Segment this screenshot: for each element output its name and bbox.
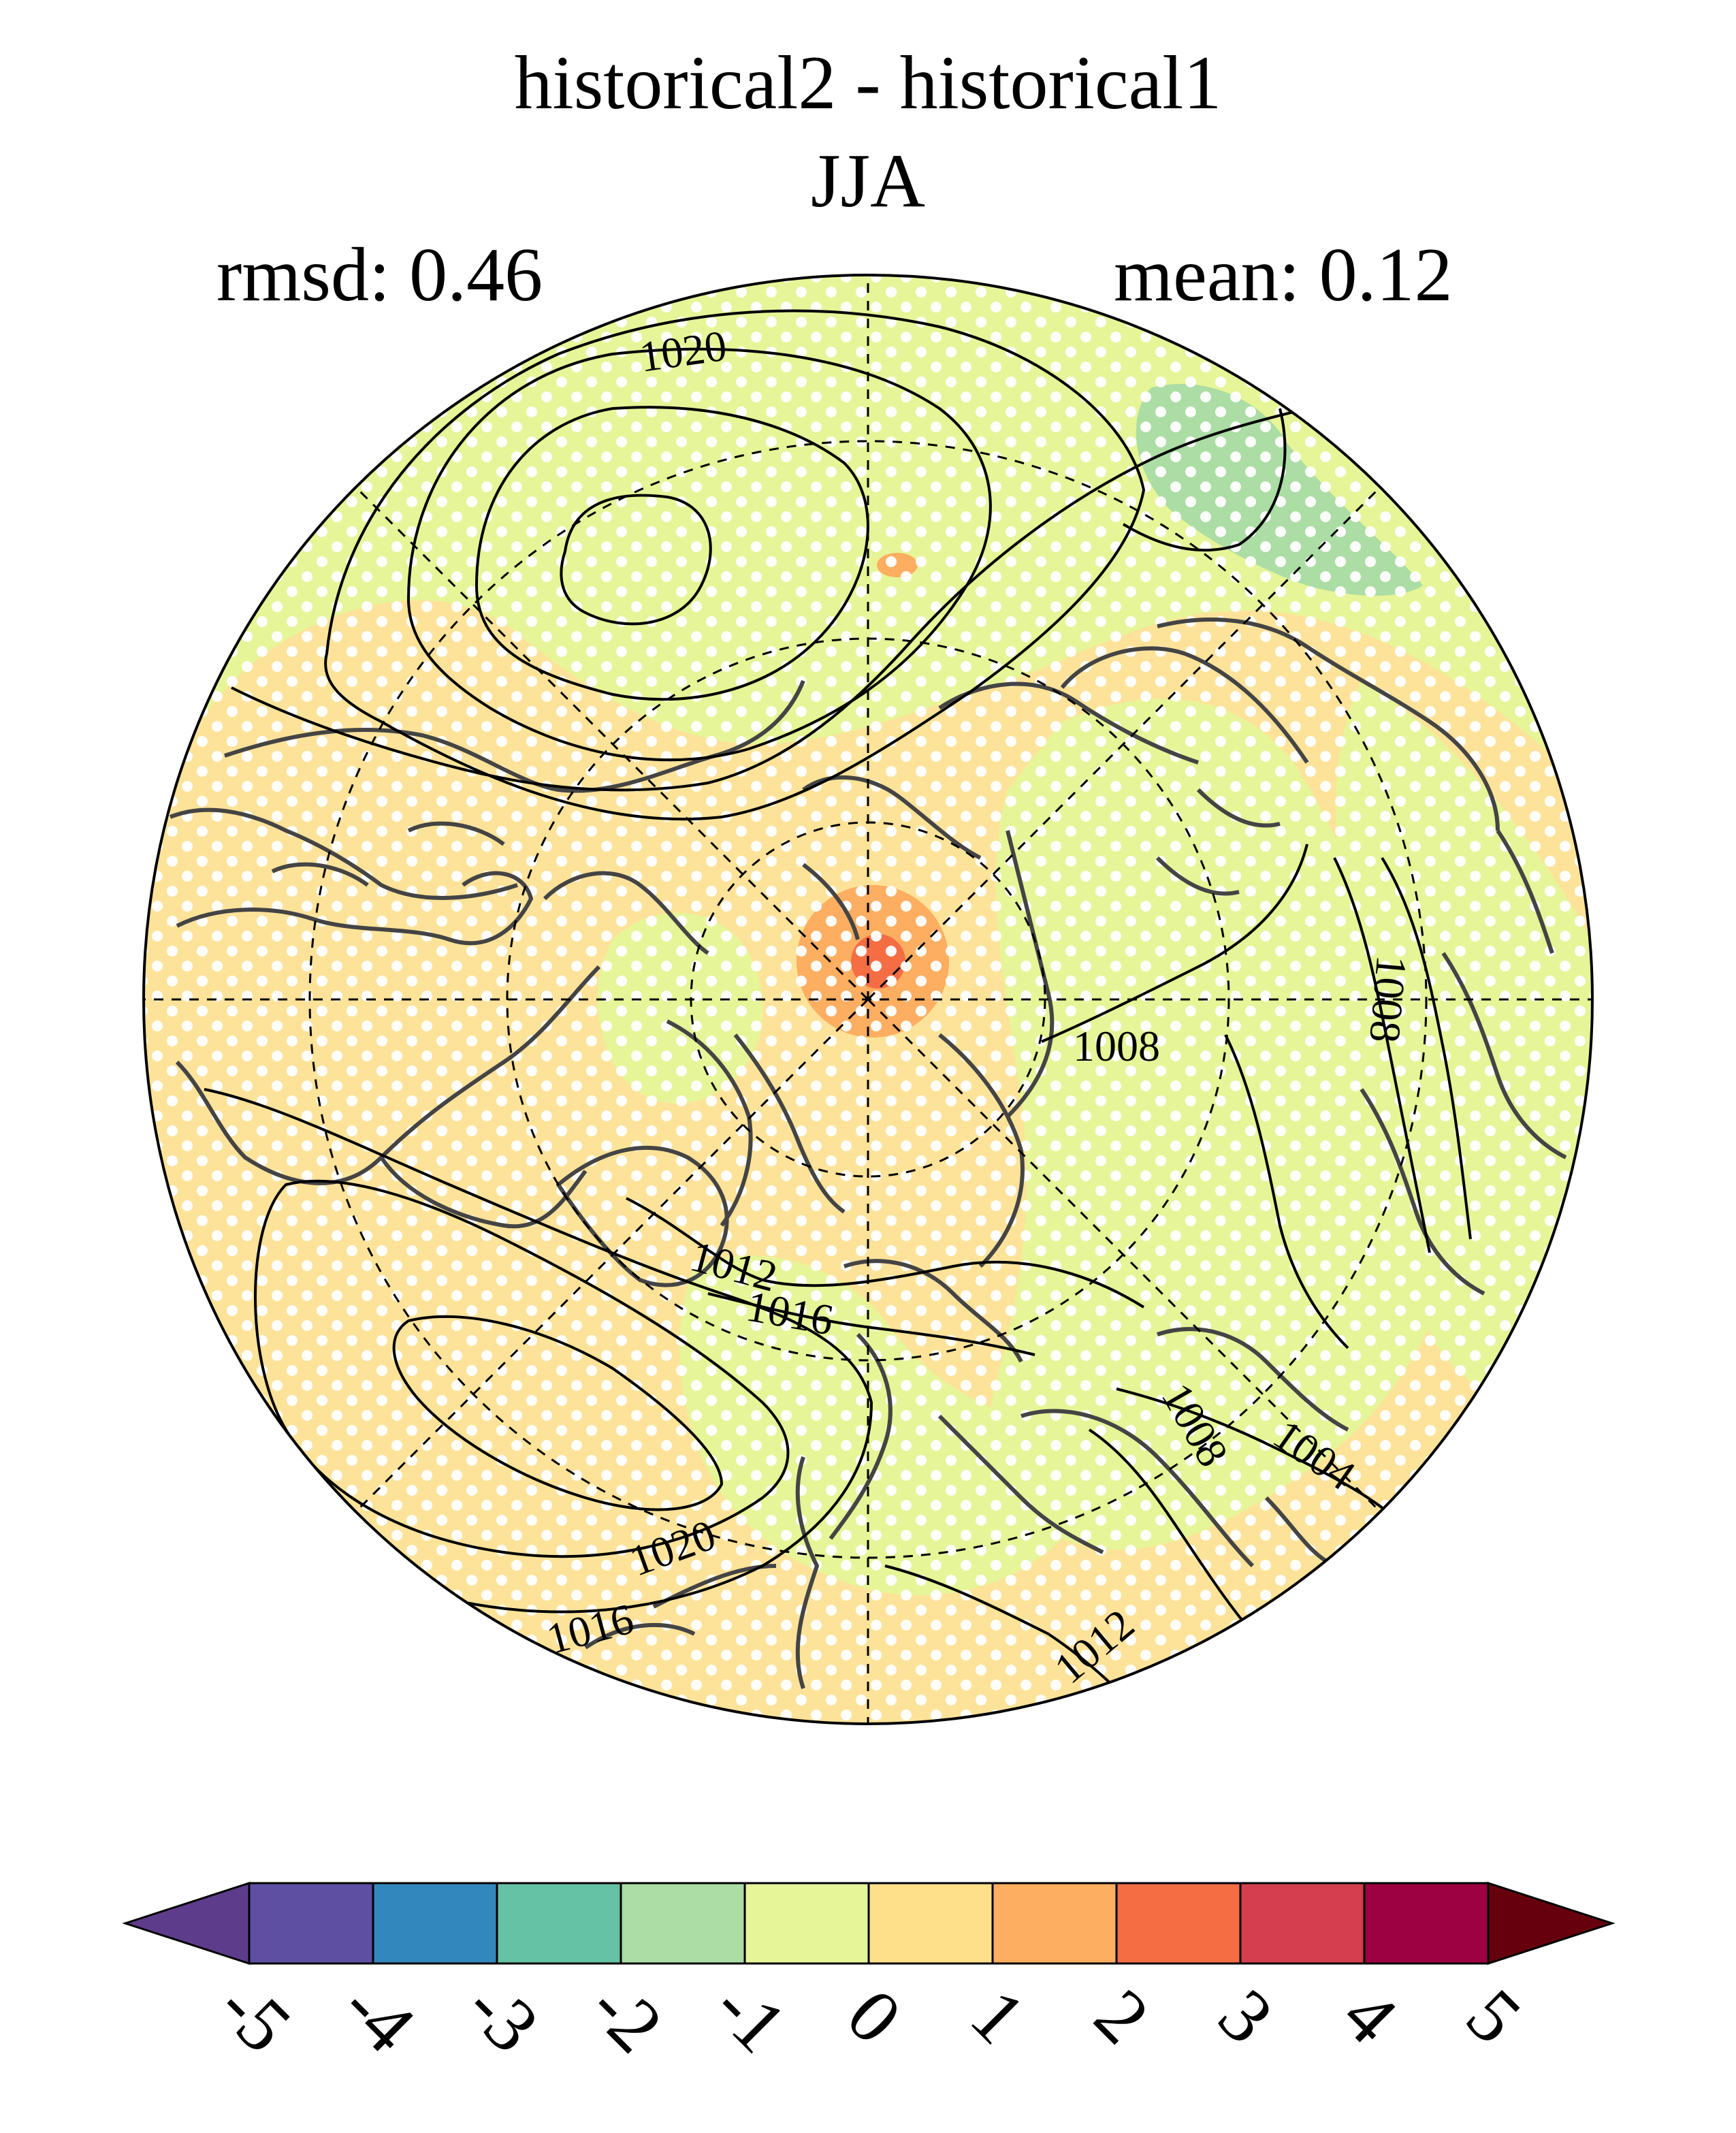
contour-label-1008-far-east: 1008: [1360, 954, 1416, 1045]
colorbar-segment: [372, 1882, 498, 1965]
colorbar-tick-label: -5: [202, 1964, 307, 2069]
isobar-1004-south: [1116, 1388, 1404, 1526]
rmsd-label: rmsd: 0.46: [216, 233, 543, 317]
colorbar-low-arrow: [122, 1881, 251, 1966]
isobar-east-1: [1122, 408, 1287, 552]
contour-label-1020-top: 1020: [637, 321, 730, 381]
colorbar-high-arrow: [1487, 1881, 1616, 1966]
isobar-1016-south: [204, 1088, 873, 1614]
colorbar-segment: [496, 1882, 622, 1965]
isobar-1020-top: [406, 347, 992, 762]
polar-map: 1020 1008 1008 1012 1016 1008 1004 1020 …: [144, 275, 1592, 1724]
isobar-1020-south-inner: [392, 1315, 724, 1511]
plot-title: historical2 - historical1: [514, 41, 1222, 125]
colorbar-tick-label: -1: [698, 1964, 803, 2069]
graticule: [144, 275, 1592, 1724]
colorbar: -5 -4 -3 -2 -1 0 1 2 3 4 5: [122, 1881, 1616, 2069]
isobar-1024: [475, 406, 869, 701]
colorbar-segment: [743, 1882, 870, 1965]
colorbar-segments: [248, 1882, 1490, 1965]
isobar-1012-top: [231, 407, 1308, 792]
isobar-1016-mid: [707, 1292, 1035, 1356]
isobar-east-wiggle: [1224, 1034, 1349, 1349]
isobar-1008-south: [1088, 1428, 1268, 1649]
colorbar-tick-label: -2: [574, 1964, 679, 2069]
colorbar-segment: [1239, 1882, 1366, 1965]
colorbar-segment: [991, 1882, 1118, 1965]
colorbar-segment: [620, 1882, 746, 1965]
colorbar-tick-label: 0: [831, 1973, 917, 2059]
colorbar-tick-label: -3: [450, 1964, 555, 2069]
colorbar-tick-label: 2: [1078, 1973, 1165, 2059]
coastlines: [169, 618, 1567, 1689]
season-subtitle: JJA: [810, 139, 926, 223]
colorbar-tick-labels: -5 -4 -3 -2 -1 0 1 2 3 4 5: [202, 1964, 1537, 2069]
contour-label-1008-east: 1008: [1073, 1022, 1160, 1070]
isobar-1008-east: [1041, 844, 1308, 1043]
colorbar-segment: [867, 1882, 994, 1965]
map-boundary: [142, 274, 1594, 1725]
colorbar-tick-label: 4: [1326, 1973, 1413, 2059]
isobar-1012-mid: [626, 1197, 1145, 1309]
colorbar-tick-label: -4: [326, 1964, 431, 2069]
colorbar-segment: [1363, 1882, 1490, 1965]
colorbar-tick-label: 1: [954, 1973, 1041, 2059]
isobar-1024-inner: [560, 494, 712, 626]
isobar-1008-far-east: [1333, 857, 1431, 1253]
colorbar-segment: [1115, 1882, 1242, 1965]
colorbar-segment: [248, 1882, 374, 1965]
mean-label: mean: 0.12: [1114, 233, 1453, 317]
isobar-1020-south: [254, 1179, 790, 1558]
colorbar-tick-label: 3: [1202, 1973, 1289, 2059]
colorbar-tick-label: 5: [1450, 1973, 1537, 2059]
isobars: [204, 309, 1472, 1717]
isobar-1004-east: [1381, 856, 1472, 1240]
